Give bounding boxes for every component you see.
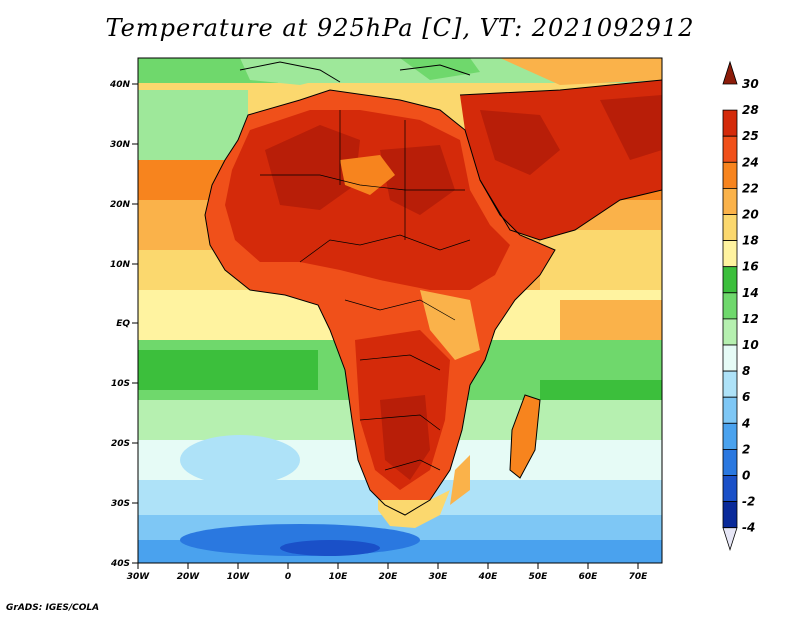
legend-swatch: [722, 318, 738, 346]
legend-label: -4: [742, 521, 755, 535]
legend-swatch: [722, 266, 738, 294]
legend-swatch: [722, 422, 738, 450]
legend-swatch: [722, 240, 738, 268]
map-frame: [137, 57, 663, 564]
lat-label: 10N: [110, 260, 131, 270]
credit-text: GrADS: IGES/COLA: [6, 603, 100, 613]
legend-swatch: [722, 161, 738, 189]
map-title: Temperature at 925hPa [C], VT: 202109291…: [105, 14, 695, 42]
lon-label: 30E: [429, 572, 449, 582]
legend-label: 2: [742, 442, 750, 456]
lon-label: 70E: [629, 572, 649, 582]
legend-label: 25: [742, 129, 759, 143]
lat-label: 30S: [111, 499, 130, 509]
legend-swatch: [722, 109, 738, 137]
lon-label: 50E: [529, 572, 549, 582]
legend-label: 30: [742, 77, 759, 91]
lat-label: 20N: [110, 200, 131, 210]
legend-label: 20: [742, 208, 759, 222]
lat-label: 20S: [111, 439, 130, 449]
axis-ticks: [132, 83, 639, 569]
lon-label: 20E: [379, 572, 399, 582]
legend-label: 0: [742, 469, 750, 483]
lat-label: 10S: [111, 379, 130, 389]
legend-label: 12: [742, 312, 759, 326]
legend-label: 24: [742, 155, 759, 169]
legend-label: 18: [742, 234, 759, 248]
legend-swatch: [722, 135, 738, 163]
lon-label: 40E: [478, 572, 499, 582]
legend-label: 4: [741, 416, 750, 430]
legend-label: 8: [742, 364, 750, 378]
legend-swatch: [722, 501, 738, 529]
temperature-field: [138, 58, 662, 563]
legend-label: -2: [742, 495, 755, 509]
lon-label: 10W: [227, 572, 251, 582]
legend-label: 28: [742, 103, 759, 117]
lat-label: 30N: [110, 140, 131, 150]
legend-swatch: [722, 527, 738, 552]
legend-label: 16: [742, 260, 759, 274]
legend-swatch: [722, 187, 738, 215]
legend-swatch: [722, 214, 738, 242]
lon-label: 0: [285, 572, 291, 582]
lon-label: 60E: [579, 572, 599, 582]
legend-label: 10: [742, 338, 759, 352]
lon-label: 30W: [127, 572, 151, 582]
legend-swatch: [722, 475, 738, 503]
lon-label: 20W: [177, 572, 201, 582]
legend-swatch: [722, 292, 738, 320]
legend-label: 14: [742, 286, 759, 300]
lat-label: EQ: [116, 319, 130, 329]
legend-label: 6: [742, 390, 750, 404]
legend-swatch: [722, 60, 738, 85]
coastlines: [204, 61, 662, 516]
lat-label: 40N: [109, 80, 131, 90]
legend-swatch: [722, 396, 738, 424]
lat-label: 40S: [110, 559, 130, 569]
lon-label: 10E: [329, 572, 349, 582]
legend-label: 22: [742, 181, 759, 195]
legend-swatch: [722, 448, 738, 476]
legend-swatch: [722, 370, 738, 398]
legend-swatch: [722, 344, 738, 372]
